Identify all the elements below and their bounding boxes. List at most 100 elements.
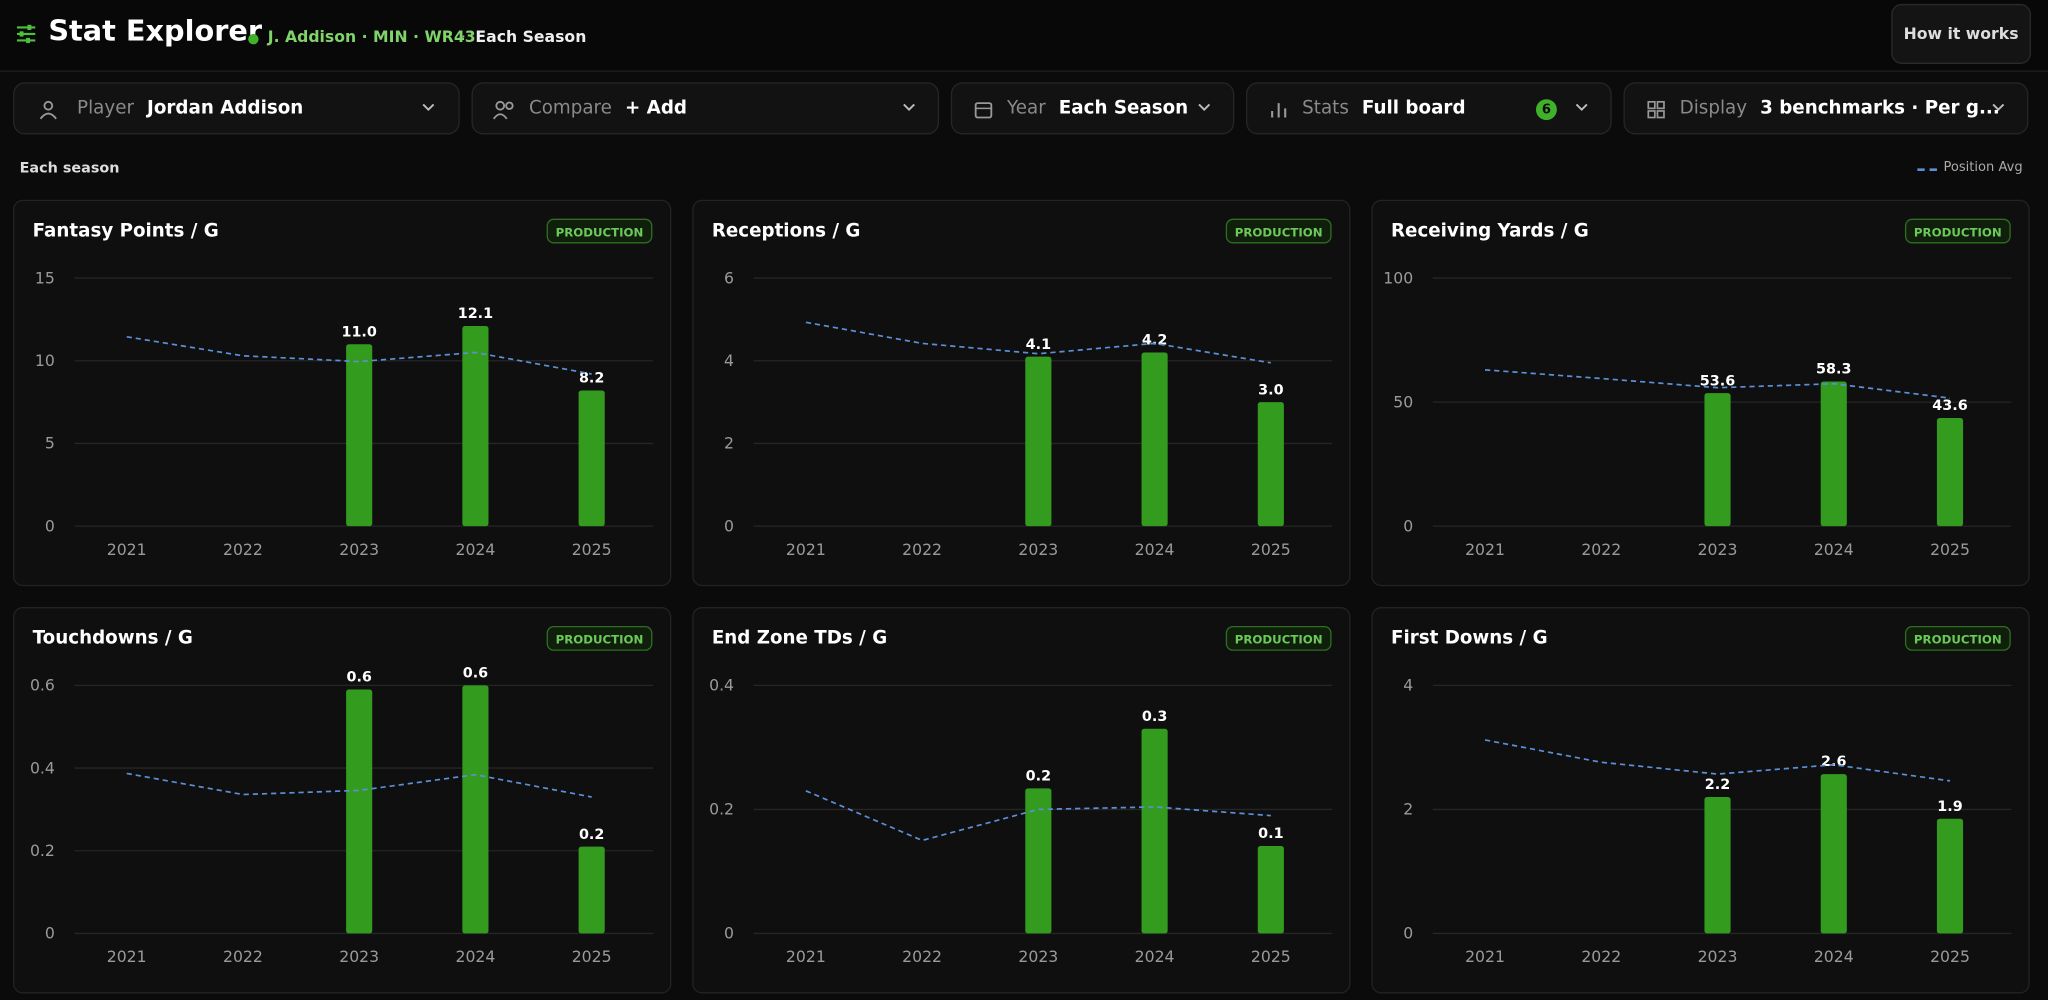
x-tick-label: 2025: [572, 947, 612, 966]
x-tick-label: 2024: [1814, 540, 1854, 559]
chart-title: First Downs / G: [1391, 628, 1548, 649]
y-tick-label: 0.2: [709, 800, 734, 819]
x-tick-label: 2025: [572, 540, 612, 559]
x-tick-label: 2023: [1018, 540, 1058, 559]
filter-label: Stats: [1302, 97, 1349, 119]
x-tick-label: 2024: [455, 540, 495, 559]
badge: PRODUCTION: [556, 633, 644, 647]
x-tick-label: 2025: [1930, 947, 1970, 966]
y-tick-label: 2: [1403, 800, 1413, 819]
x-tick-label: 2024: [1135, 540, 1175, 559]
card-background: [13, 199, 672, 587]
x-tick-label: 2021: [107, 947, 147, 966]
x-tick-label: 2024: [1135, 947, 1175, 966]
x-tick-label: 2021: [1465, 947, 1505, 966]
chevron: [1575, 103, 1588, 112]
x-tick-label: 2025: [1930, 540, 1970, 559]
compare-filter[interactable]: Compare + Add: [471, 82, 940, 135]
x-tick-label: 2023: [1698, 947, 1738, 966]
card-background: [692, 607, 1351, 994]
x-tick-label: 2024: [1814, 947, 1854, 966]
icon: [39, 100, 57, 120]
badge: PRODUCTION: [1914, 225, 2002, 239]
y-tick-label: 0.6: [30, 676, 55, 695]
x-tick-label: 2021: [786, 540, 826, 559]
status-dot: [248, 33, 259, 45]
card-background: [1371, 199, 2030, 587]
y-tick-label: 0: [1403, 516, 1413, 535]
x-tick-label: 2023: [1018, 947, 1058, 966]
x-tick-label: 2022: [223, 540, 263, 559]
section-label: Each season: [19, 159, 120, 177]
value-label: 2.6: [1821, 754, 1846, 770]
app-title: Stat Explorer: [48, 15, 263, 49]
value-label: 4.1: [1026, 337, 1051, 353]
y-tick-label: 0: [45, 924, 55, 943]
year-filter[interactable]: Year Each Season: [950, 82, 1235, 135]
y-tick-label: 0: [724, 924, 734, 943]
chevron: [1198, 103, 1211, 112]
position-avg-line: [805, 790, 1271, 842]
bar: [1936, 417, 1964, 527]
y-tick-label: 0: [45, 516, 55, 535]
badge-background: [546, 625, 653, 651]
y-tick-label: 0.2: [30, 841, 55, 860]
filter-label: Display: [1679, 97, 1748, 119]
bar: [1257, 845, 1284, 934]
value-label: 0.2: [1026, 768, 1051, 784]
value-label: 12.1: [458, 306, 493, 322]
x-tick-label: 2022: [1581, 540, 1621, 559]
x-tick-label: 2022: [223, 947, 263, 966]
chart-title: Touchdowns / G: [33, 628, 193, 649]
bar: [1141, 728, 1168, 934]
icon: [974, 102, 993, 119]
y-tick-label: 50: [1393, 392, 1413, 411]
bar: [462, 326, 489, 527]
stats-filter[interactable]: Stats Full board 6: [1246, 82, 1612, 135]
x-tick-label: 2023: [1698, 540, 1738, 559]
x-tick-label: 2021: [1465, 540, 1505, 559]
y-tick-label: 4: [1403, 676, 1413, 695]
badge: PRODUCTION: [1235, 633, 1323, 647]
chart-card: Fantasy Points / G PRODUCTION 0 5 10 15 2021 20…: [13, 199, 672, 587]
y-tick-label: 2: [724, 434, 734, 453]
how-it-works-button[interactable]: How it works: [1891, 3, 2031, 64]
filter-label: Compare: [528, 97, 612, 119]
value-label: 0.6: [346, 670, 371, 686]
filter-label: Player: [77, 97, 134, 119]
badge-background: [546, 218, 653, 244]
chart-card: First Downs / G PRODUCTION 0 2 4 2021 2022 2023…: [1371, 607, 2030, 994]
y-tick-label: 15: [35, 268, 55, 287]
chevron: [422, 103, 435, 112]
player-filter[interactable]: Player Jordan Addison: [13, 82, 460, 135]
bar: [578, 846, 605, 934]
filter-value: Jordan Addison: [147, 97, 304, 119]
count-badge: 6: [1535, 99, 1557, 121]
x-tick-label: 2025: [1251, 947, 1291, 966]
x-tick-label: 2021: [107, 540, 147, 559]
value-label: 58.3: [1816, 362, 1851, 378]
menu-icon[interactable]: [16, 23, 37, 44]
player-tag: J. Addison · MIN · WR43: [267, 27, 476, 46]
bar: [346, 344, 373, 527]
badge-background: [1225, 218, 1332, 244]
bar: [1820, 774, 1847, 934]
value-label: 0.3: [1142, 709, 1167, 725]
icon: [492, 100, 514, 120]
value-label: 3.0: [1258, 382, 1283, 398]
bar: [462, 685, 489, 934]
card-background: [1371, 607, 2030, 994]
x-tick-label: 2023: [339, 947, 379, 966]
badge: PRODUCTION: [556, 225, 644, 239]
separator: ·: [461, 27, 467, 46]
badge: PRODUCTION: [1914, 633, 2002, 647]
display-filter[interactable]: Display 3 benchmarks · Per g...: [1623, 82, 2029, 135]
value-label: 0.1: [1258, 826, 1283, 842]
bar: [1141, 352, 1168, 527]
chart-title: Receiving Yards / G: [1391, 220, 1589, 241]
bar: [1704, 393, 1731, 527]
filter-value: + Add: [624, 97, 688, 119]
x-tick-label: 2023: [339, 540, 379, 559]
